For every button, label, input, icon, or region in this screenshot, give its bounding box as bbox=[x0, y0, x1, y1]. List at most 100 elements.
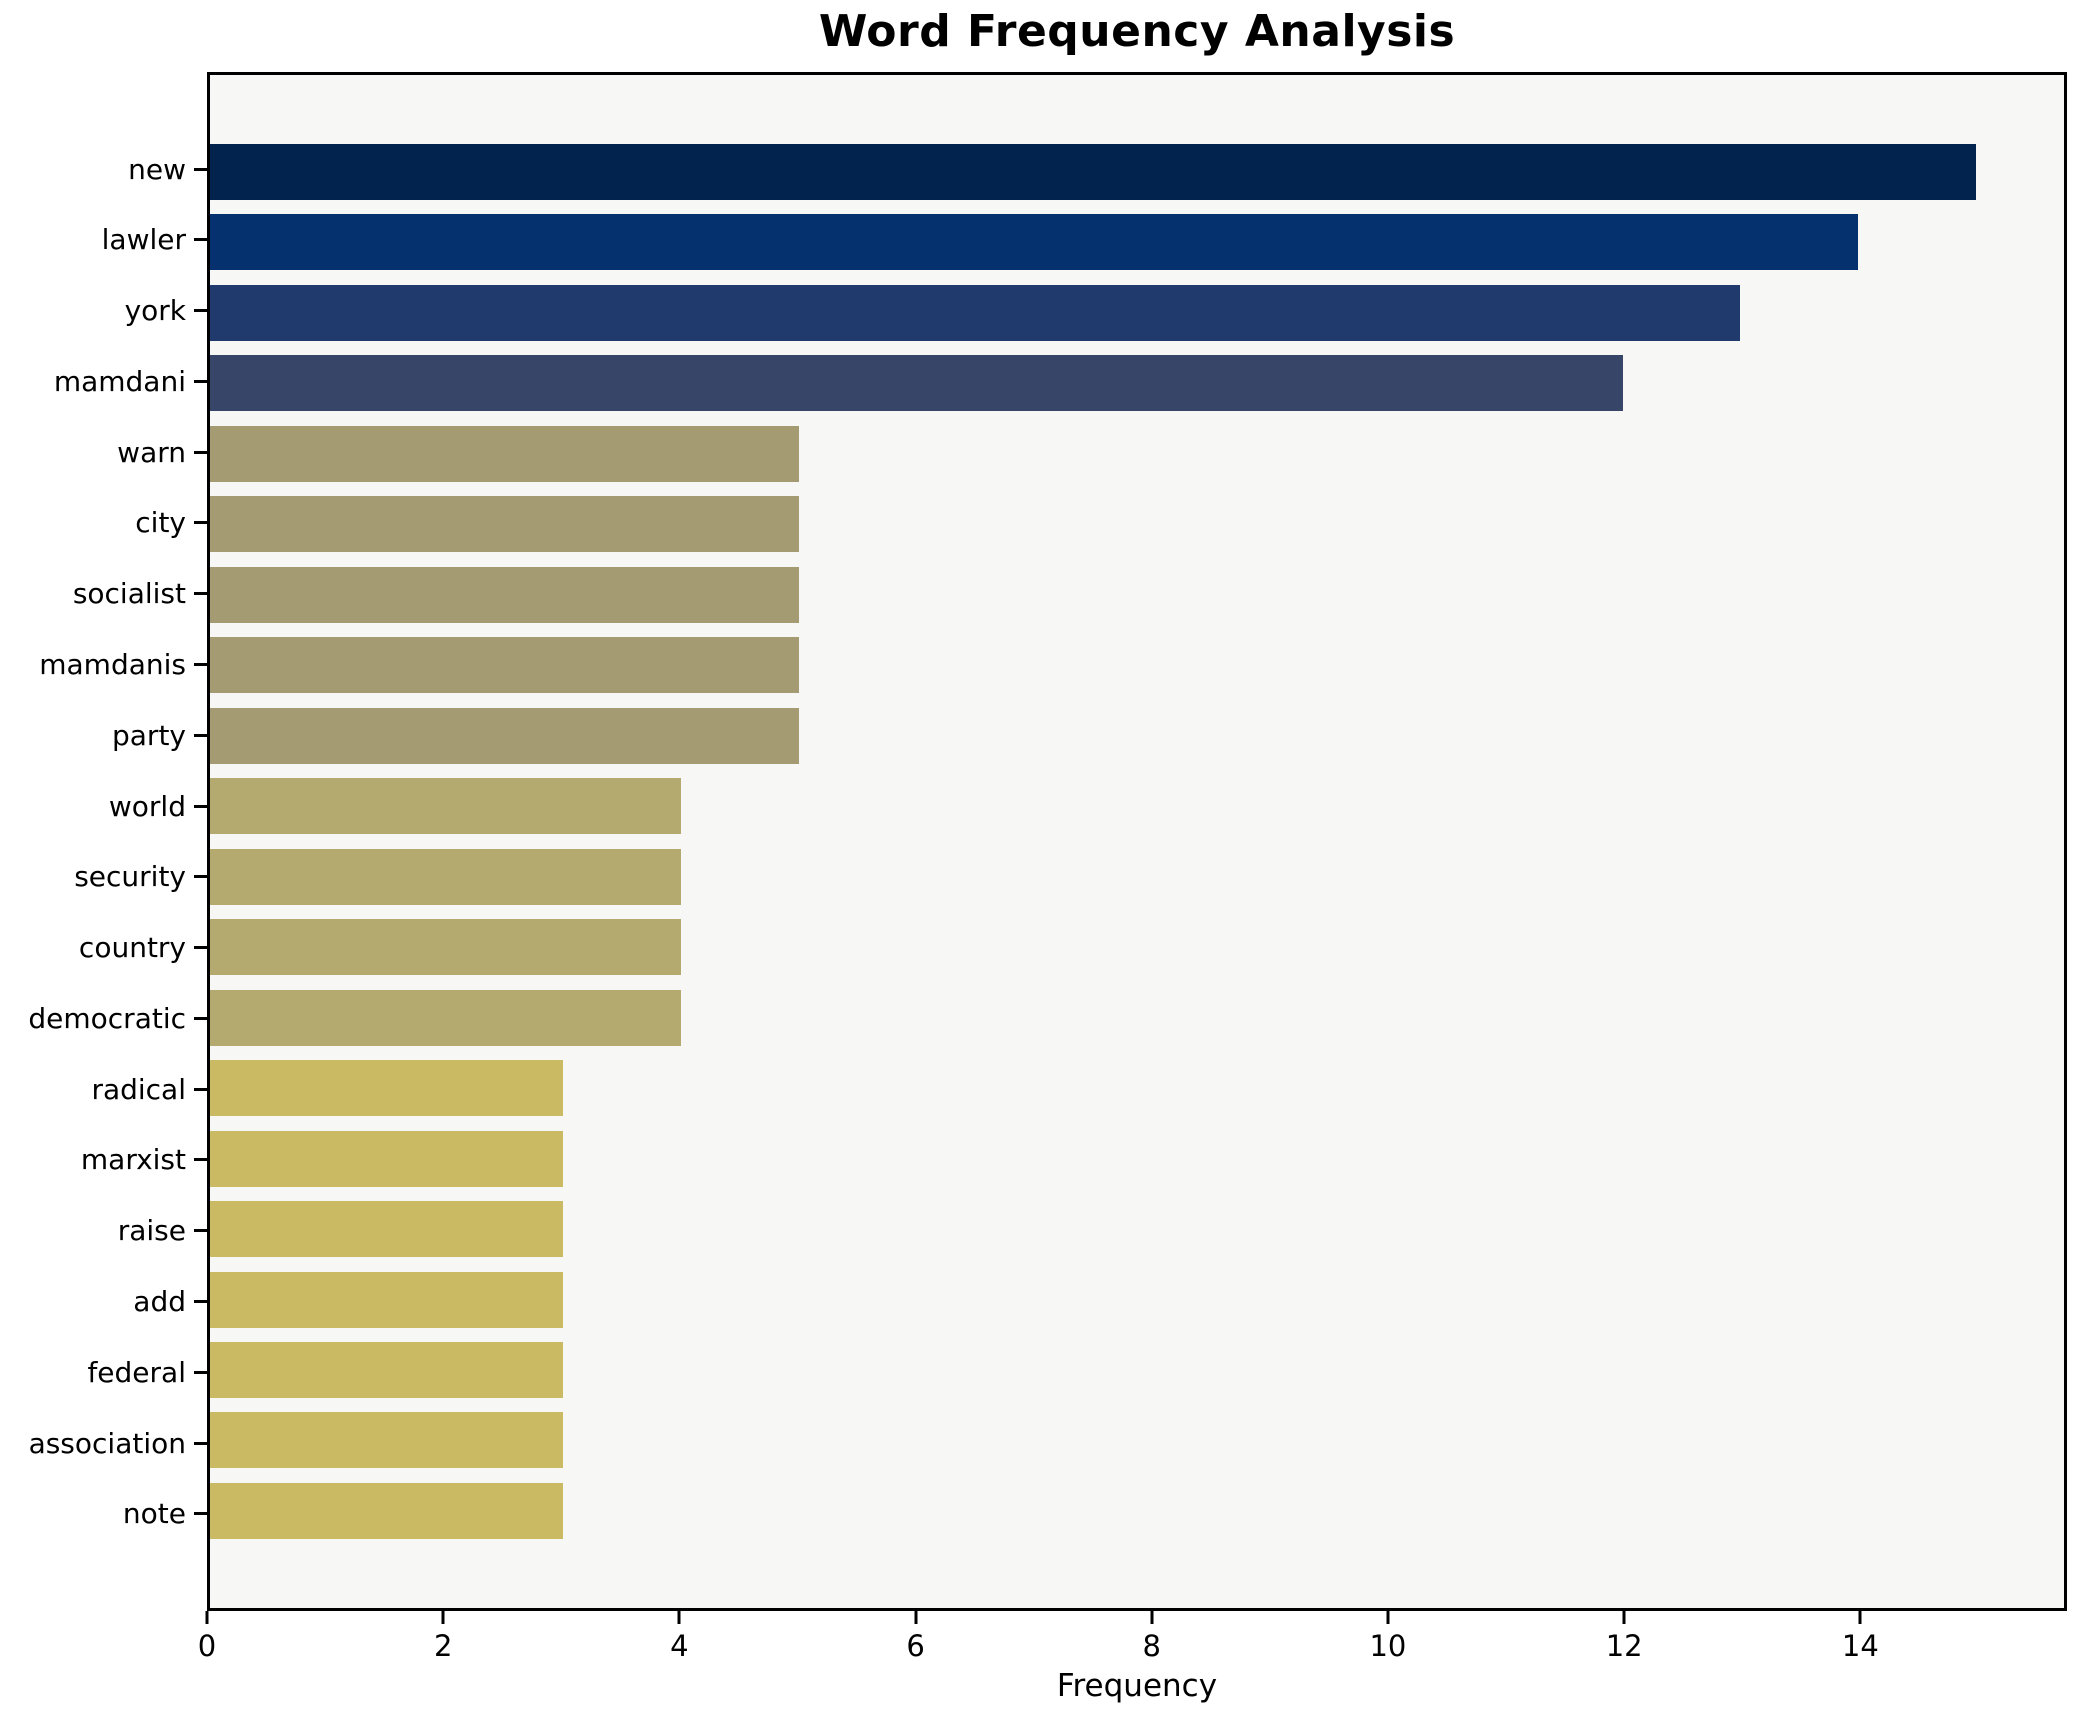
y-tick-row-raise: raise bbox=[0, 1203, 207, 1259]
y-tick-row-association: association bbox=[0, 1415, 207, 1471]
x-tick-label: 14 bbox=[1841, 1629, 1879, 1663]
bar-row-lawler bbox=[210, 214, 2064, 271]
y-tick-mark bbox=[194, 521, 207, 525]
y-tick-row-lawler: lawler bbox=[0, 212, 207, 268]
bar-row-warn bbox=[210, 425, 2064, 482]
y-tick-row-security: security bbox=[0, 849, 207, 905]
y-tick-mark bbox=[194, 1016, 207, 1020]
y-tick-mark bbox=[194, 1158, 207, 1162]
y-tick-label: add bbox=[133, 1285, 186, 1318]
bar-row-radical bbox=[210, 1060, 2064, 1117]
y-tick-label: party bbox=[112, 718, 186, 752]
bar-party bbox=[210, 707, 799, 764]
y-tick-label: warn bbox=[117, 435, 186, 469]
x-tick-label: 10 bbox=[1369, 1629, 1407, 1663]
bar-row-york bbox=[210, 284, 2064, 341]
y-tick-label: raise bbox=[117, 1214, 186, 1248]
plot-area bbox=[207, 72, 2067, 1611]
bar-mamdanis bbox=[210, 637, 799, 694]
bars-container bbox=[210, 75, 2064, 1608]
y-tick-mark bbox=[194, 167, 207, 171]
y-tick-row-democratic: democratic bbox=[0, 990, 207, 1046]
bar-democratic bbox=[210, 989, 681, 1046]
x-tick-mark bbox=[1622, 1611, 1626, 1624]
bar-security bbox=[210, 848, 681, 905]
y-tick-row-socialist: socialist bbox=[0, 566, 207, 622]
bar-mamdani bbox=[210, 355, 1623, 412]
y-tick-mark bbox=[194, 1229, 207, 1233]
y-tick-row-federal: federal bbox=[0, 1344, 207, 1400]
y-tick-mark bbox=[194, 662, 207, 666]
y-tick-label: lawler bbox=[101, 223, 186, 257]
y-tick-label: federal bbox=[87, 1355, 186, 1389]
bar-radical bbox=[210, 1060, 564, 1117]
x-tick-mark bbox=[1386, 1611, 1390, 1624]
y-tick-mark bbox=[194, 1512, 207, 1516]
bar-row-new bbox=[210, 144, 2064, 200]
y-tick-label: country bbox=[78, 931, 186, 965]
bar-association bbox=[210, 1412, 564, 1469]
bar-row-country bbox=[210, 919, 2064, 976]
y-tick-label: new bbox=[128, 152, 186, 186]
bar-row-mamdani bbox=[210, 355, 2064, 412]
bar-federal bbox=[210, 1341, 564, 1398]
y-tick-label: marxist bbox=[80, 1143, 186, 1177]
bar-country bbox=[210, 919, 681, 976]
bar-city bbox=[210, 496, 799, 553]
x-axis-title: Frequency bbox=[1056, 1668, 1218, 1704]
y-tick-mark bbox=[194, 238, 207, 242]
bar-york bbox=[210, 284, 1741, 341]
y-tick-mark bbox=[194, 592, 207, 596]
bar-warn bbox=[210, 425, 799, 482]
y-tick-row-mamdanis: mamdanis bbox=[0, 636, 207, 692]
y-tick-mark bbox=[194, 875, 207, 879]
y-tick-row-note: note bbox=[0, 1486, 207, 1542]
x-tick-mark bbox=[205, 1611, 209, 1624]
y-tick-mark bbox=[194, 946, 207, 950]
y-axis: new lawler york mamdani warn city socialist mam… bbox=[0, 141, 207, 1542]
y-tick-mark bbox=[194, 1370, 207, 1374]
bar-row-raise bbox=[210, 1201, 2064, 1258]
bar-row-world bbox=[210, 778, 2064, 835]
x-tick-mark bbox=[1150, 1611, 1154, 1624]
x-tick-label: 6 bbox=[906, 1629, 925, 1663]
y-tick-row-mamdani: mamdani bbox=[0, 353, 207, 409]
y-tick-mark bbox=[194, 733, 207, 737]
chart-title: Word Frequency Analysis bbox=[818, 6, 1456, 57]
y-tick-row-party: party bbox=[0, 707, 207, 763]
x-tick-mark bbox=[677, 1611, 681, 1624]
bar-socialist bbox=[210, 566, 799, 623]
bar-row-city bbox=[210, 496, 2064, 553]
bar-row-mamdanis bbox=[210, 637, 2064, 694]
y-tick-label: mamdani bbox=[53, 364, 186, 398]
bar-raise bbox=[210, 1201, 564, 1258]
y-tick-label: security bbox=[74, 860, 186, 894]
bar-row-note bbox=[210, 1482, 2064, 1539]
y-tick-row-city: city bbox=[0, 495, 207, 551]
y-tick-mark bbox=[194, 804, 207, 808]
y-tick-label: note bbox=[122, 1497, 186, 1531]
y-tick-mark bbox=[194, 309, 207, 313]
y-tick-mark bbox=[194, 1441, 207, 1445]
y-tick-label: york bbox=[124, 294, 186, 328]
bar-row-democratic bbox=[210, 989, 2064, 1046]
x-axis: 0 2 4 6 8 10 12 14 bbox=[198, 1611, 2067, 1671]
y-tick-label: mamdanis bbox=[39, 647, 186, 681]
y-tick-row-radical: radical bbox=[0, 1061, 207, 1117]
y-tick-row-warn: warn bbox=[0, 424, 207, 480]
y-tick-mark bbox=[194, 450, 207, 454]
y-tick-row-country: country bbox=[0, 920, 207, 976]
y-tick-row-new: new bbox=[0, 141, 207, 197]
bar-row-socialist bbox=[210, 566, 2064, 623]
x-tick-mark bbox=[1858, 1611, 1862, 1624]
y-tick-label: radical bbox=[91, 1072, 186, 1106]
x-tick-label: 8 bbox=[1142, 1629, 1161, 1663]
y-tick-mark bbox=[194, 1087, 207, 1091]
bar-world bbox=[210, 778, 681, 835]
y-tick-label: democratic bbox=[28, 1001, 186, 1035]
y-tick-mark bbox=[194, 1300, 207, 1303]
y-tick-row-marxist: marxist bbox=[0, 1132, 207, 1188]
bar-row-add bbox=[210, 1271, 2064, 1328]
bar-row-federal bbox=[210, 1341, 2064, 1398]
